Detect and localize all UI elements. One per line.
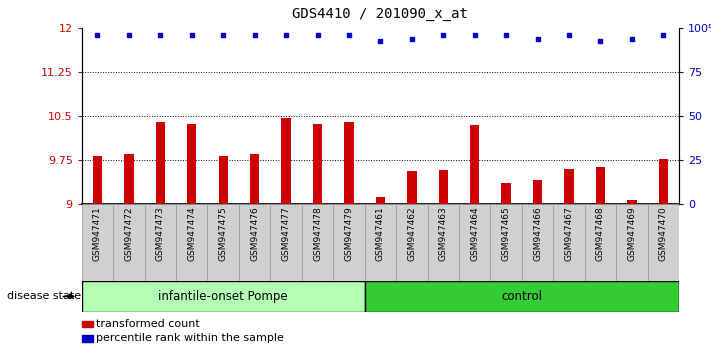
Text: GSM947470: GSM947470: [659, 206, 668, 261]
Bar: [144, 204, 176, 281]
Text: control: control: [501, 290, 542, 303]
Bar: [584, 204, 616, 281]
Text: GSM947475: GSM947475: [219, 206, 228, 261]
Bar: [533, 180, 542, 204]
Bar: [239, 204, 270, 281]
Bar: [439, 170, 448, 204]
Bar: [553, 204, 584, 281]
Bar: [113, 204, 144, 281]
Bar: [596, 167, 605, 204]
Bar: [344, 122, 353, 204]
Bar: [501, 183, 510, 204]
Text: GSM947468: GSM947468: [596, 206, 605, 261]
Text: GSM947476: GSM947476: [250, 206, 259, 261]
Text: percentile rank within the sample: percentile rank within the sample: [96, 333, 284, 343]
Text: disease state: disease state: [7, 291, 81, 302]
Text: GSM947463: GSM947463: [439, 206, 448, 261]
Text: GSM947471: GSM947471: [93, 206, 102, 261]
Text: GSM947465: GSM947465: [502, 206, 510, 261]
Text: GSM947478: GSM947478: [313, 206, 322, 261]
Text: GSM947469: GSM947469: [627, 206, 636, 261]
Text: GSM947464: GSM947464: [470, 206, 479, 261]
Text: GSM947473: GSM947473: [156, 206, 165, 261]
Bar: [176, 204, 208, 281]
Bar: [313, 124, 322, 204]
Bar: [427, 204, 459, 281]
Bar: [92, 156, 102, 204]
Bar: [124, 154, 134, 204]
Text: GSM947477: GSM947477: [282, 206, 291, 261]
Bar: [270, 204, 301, 281]
Bar: [648, 204, 679, 281]
Bar: [565, 169, 574, 204]
Text: GSM947467: GSM947467: [565, 206, 574, 261]
Bar: [396, 204, 427, 281]
Text: GSM947474: GSM947474: [187, 206, 196, 261]
Bar: [470, 125, 479, 204]
Text: GSM947461: GSM947461: [376, 206, 385, 261]
Bar: [187, 124, 196, 204]
Bar: [459, 204, 491, 281]
Text: transformed count: transformed count: [96, 319, 200, 329]
Bar: [250, 154, 260, 204]
Bar: [365, 281, 679, 312]
Bar: [658, 159, 668, 204]
Bar: [375, 196, 385, 204]
Bar: [82, 321, 92, 327]
Text: GSM947479: GSM947479: [344, 206, 353, 261]
Bar: [407, 171, 417, 204]
Text: infantile-onset Pompe: infantile-onset Pompe: [159, 290, 288, 303]
Bar: [156, 122, 165, 204]
Bar: [282, 118, 291, 204]
Bar: [616, 204, 648, 281]
Bar: [365, 204, 396, 281]
Bar: [301, 204, 333, 281]
Bar: [82, 204, 113, 281]
Bar: [627, 200, 636, 204]
Text: GSM947462: GSM947462: [407, 206, 417, 261]
Bar: [333, 204, 365, 281]
Bar: [491, 204, 522, 281]
Text: GDS4410 / 201090_x_at: GDS4410 / 201090_x_at: [292, 7, 469, 21]
Text: GSM947466: GSM947466: [533, 206, 542, 261]
Text: GSM947472: GSM947472: [124, 206, 134, 261]
Bar: [208, 204, 239, 281]
Bar: [522, 204, 553, 281]
Bar: [82, 335, 92, 342]
Bar: [82, 281, 365, 312]
Bar: [218, 156, 228, 204]
